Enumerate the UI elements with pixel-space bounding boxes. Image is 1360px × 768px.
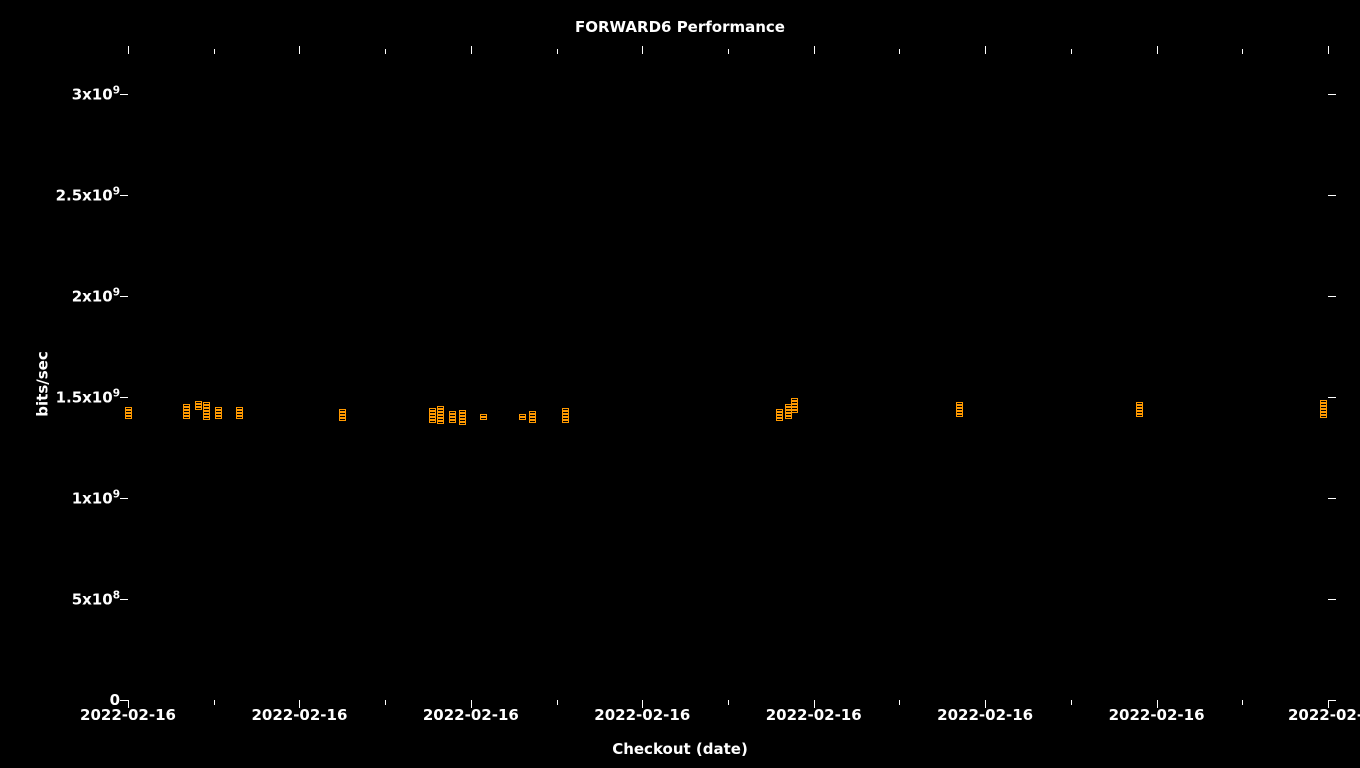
- data-marker: [776, 418, 783, 421]
- y-tick-mark: [120, 498, 128, 499]
- data-point: [449, 411, 456, 423]
- data-marker: [480, 417, 487, 420]
- data-point: [125, 407, 132, 419]
- y-tick-label: 3x109: [72, 85, 120, 104]
- x-minor-tick-mark: [899, 49, 900, 54]
- data-marker: [459, 422, 466, 425]
- data-point: [562, 408, 569, 423]
- x-minor-tick-mark: [1071, 49, 1072, 54]
- y-tick-mark: [120, 195, 128, 196]
- data-point: [183, 404, 190, 419]
- y-tick-mark: [1328, 397, 1336, 398]
- data-point: [519, 414, 526, 420]
- y-tick-mark: [1328, 195, 1336, 196]
- x-minor-tick-mark: [557, 49, 558, 54]
- x-tick-label: 2022-02-1: [1288, 706, 1360, 724]
- data-marker: [1136, 414, 1143, 417]
- x-minor-tick-mark: [214, 49, 215, 54]
- chart-title: FORWARD6 Performance: [0, 18, 1360, 36]
- x-minor-tick-mark: [1071, 700, 1072, 705]
- data-point: [203, 402, 210, 420]
- x-tick-label: 2022-02-16: [1109, 706, 1205, 724]
- data-marker: [529, 420, 536, 423]
- data-point: [437, 406, 444, 424]
- y-tick-mark: [1328, 296, 1336, 297]
- data-point: [956, 402, 963, 417]
- data-marker: [1320, 415, 1327, 418]
- x-tick-mark: [642, 46, 643, 54]
- y-tick-mark: [120, 599, 128, 600]
- x-minor-tick-mark: [385, 700, 386, 705]
- data-point: [791, 398, 798, 413]
- y-tick-label: 2x109: [72, 287, 120, 306]
- data-point: [1320, 400, 1327, 418]
- data-marker: [339, 418, 346, 421]
- x-tick-mark: [1328, 46, 1329, 54]
- data-point: [459, 410, 466, 425]
- y-tick-mark: [1328, 599, 1336, 600]
- y-tick-mark: [1328, 498, 1336, 499]
- data-marker: [562, 420, 569, 423]
- y-tick-mark: [1328, 94, 1336, 95]
- data-marker: [183, 416, 190, 419]
- y-tick-mark: [120, 397, 128, 398]
- y-tick-mark: [120, 700, 128, 701]
- data-marker: [791, 410, 798, 413]
- y-tick-mark: [120, 296, 128, 297]
- x-tick-label: 2022-02-16: [594, 706, 690, 724]
- x-minor-tick-mark: [899, 700, 900, 705]
- x-axis-label: Checkout (date): [0, 740, 1360, 758]
- x-tick-mark: [299, 46, 300, 54]
- data-marker: [785, 416, 792, 419]
- x-minor-tick-mark: [214, 700, 215, 705]
- x-minor-tick-mark: [728, 49, 729, 54]
- y-tick-label: 1.5x109: [56, 388, 120, 407]
- x-tick-mark: [128, 46, 129, 54]
- data-point: [236, 407, 243, 419]
- data-marker: [519, 417, 526, 420]
- data-marker: [195, 407, 202, 410]
- data-point: [195, 401, 202, 410]
- x-tick-label: 2022-02-16: [937, 706, 1033, 724]
- data-marker: [429, 420, 436, 423]
- data-point: [480, 414, 487, 420]
- data-marker: [203, 417, 210, 420]
- x-minor-tick-mark: [1242, 700, 1243, 705]
- data-marker: [437, 421, 444, 424]
- x-tick-label: 2022-02-16: [423, 706, 519, 724]
- data-marker: [236, 416, 243, 419]
- data-point: [1136, 402, 1143, 417]
- y-tick-mark: [120, 94, 128, 95]
- x-minor-tick-mark: [1242, 49, 1243, 54]
- x-tick-mark: [471, 46, 472, 54]
- data-marker: [215, 416, 222, 419]
- chart-container: FORWARD6 Performance bits/sec Checkout (…: [0, 0, 1360, 768]
- x-minor-tick-mark: [385, 49, 386, 54]
- data-marker: [956, 414, 963, 417]
- x-tick-label: 2022-02-16: [80, 706, 176, 724]
- x-minor-tick-mark: [557, 700, 558, 705]
- data-marker: [125, 416, 132, 419]
- data-point: [429, 408, 436, 423]
- data-point: [339, 409, 346, 421]
- x-tick-label: 2022-02-16: [766, 706, 862, 724]
- y-tick-label: 2.5x109: [56, 186, 120, 205]
- y-tick-mark: [1328, 700, 1336, 701]
- y-axis-label: bits/sec: [34, 351, 52, 416]
- x-tick-mark: [814, 46, 815, 54]
- y-tick-label: 5x108: [72, 590, 120, 609]
- data-marker: [449, 420, 456, 423]
- data-point: [529, 411, 536, 423]
- y-tick-label: 1x109: [72, 489, 120, 508]
- x-tick-mark: [985, 46, 986, 54]
- x-tick-mark: [1157, 46, 1158, 54]
- data-point: [776, 409, 783, 421]
- x-tick-label: 2022-02-16: [251, 706, 347, 724]
- data-point: [215, 407, 222, 419]
- x-minor-tick-mark: [728, 700, 729, 705]
- plot-area: 05x1081x1091.5x1092x1092.5x1093x1092022-…: [128, 54, 1328, 700]
